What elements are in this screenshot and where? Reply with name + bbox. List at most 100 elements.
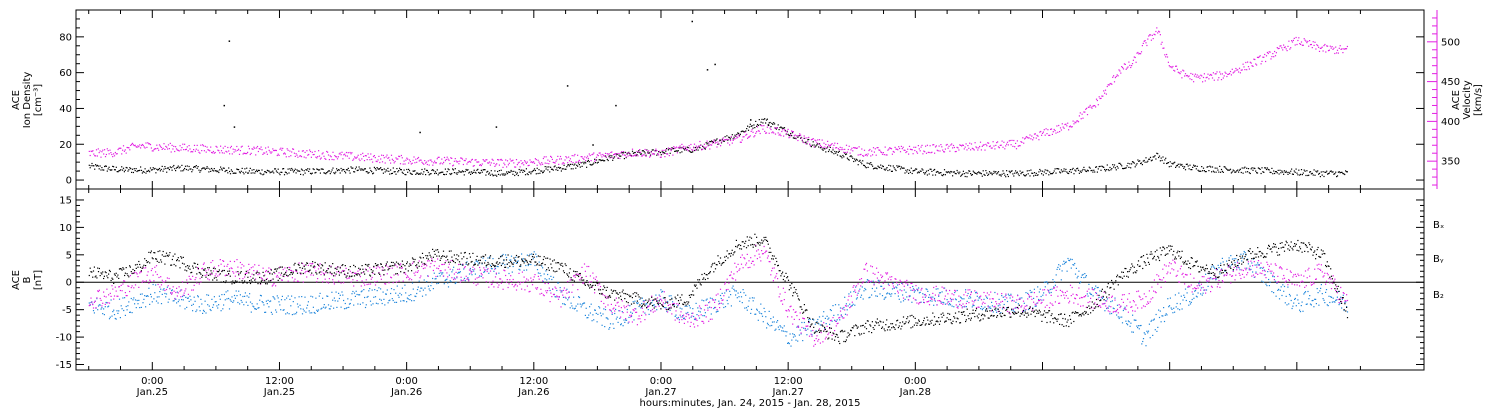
velocity-series-point [1188, 75, 1190, 77]
by-series-point [1131, 331, 1133, 333]
density-series-point [863, 165, 866, 167]
velocity-series-point [452, 164, 455, 166]
density-series-point [1227, 169, 1229, 171]
density-series-point [1274, 171, 1277, 173]
density-series-point [1063, 168, 1065, 170]
velocity-series-point [1345, 48, 1347, 50]
velocity-series-point [207, 149, 209, 151]
by-series-point [722, 303, 724, 305]
density-series-point [1255, 170, 1257, 172]
by-series-point [551, 278, 553, 281]
velocity-series-point [939, 150, 941, 152]
density-series-point [450, 173, 452, 176]
by-series-point [1015, 301, 1017, 303]
velocity-series-point [914, 149, 916, 152]
velocity-series-point [688, 145, 690, 147]
by-series-point [835, 320, 837, 322]
velocity-series-point [524, 161, 527, 163]
by-series-point [834, 319, 836, 321]
velocity-series-point [637, 155, 639, 157]
velocity-series-point [941, 146, 943, 148]
velocity-series-point [982, 144, 984, 146]
density-series-point [247, 172, 250, 174]
by-series-point [832, 305, 834, 307]
density-series-point [1048, 174, 1050, 176]
density-series-point [1266, 167, 1268, 169]
density-series-point [1251, 167, 1253, 169]
velocity-series-point [498, 164, 500, 166]
density-series-point [1146, 161, 1148, 163]
by-series-point [112, 311, 114, 313]
velocity-series-point [942, 149, 944, 151]
velocity-series-point [1284, 46, 1286, 48]
bz-series-point [520, 281, 522, 283]
by-series-point [592, 314, 594, 316]
velocity-series-point [881, 153, 884, 155]
velocity-series-point [901, 148, 903, 150]
by-series-point [1151, 319, 1153, 321]
density-series-point [1330, 170, 1332, 172]
velocity-series-point [1110, 82, 1112, 85]
velocity-series-point [924, 151, 926, 153]
by-series-point [233, 294, 236, 297]
velocity-series-point [1031, 135, 1033, 137]
velocity-series-point [1334, 52, 1336, 55]
velocity-series-point [1036, 134, 1038, 136]
bz-series-point [93, 301, 95, 303]
density-series-point [175, 167, 178, 169]
velocity-series-point [760, 124, 762, 126]
by-series-point [1145, 345, 1147, 347]
density-series-point [1053, 170, 1055, 172]
velocity-series-point [437, 156, 439, 158]
density-series-point [526, 173, 528, 175]
by-series-point [88, 302, 90, 304]
by-series-point [595, 312, 597, 314]
by-series-point [1295, 305, 1297, 307]
by-series-point [103, 308, 105, 310]
velocity-series-point [459, 160, 461, 162]
by-series-point [928, 294, 931, 296]
velocity-series-point [1068, 126, 1071, 128]
by-series-point [980, 305, 983, 308]
velocity-series-point [398, 155, 400, 157]
by-series-point [1159, 310, 1161, 312]
density-series-point [804, 141, 806, 144]
by-series-point [517, 260, 519, 262]
velocity-series-point [189, 148, 191, 150]
density-series-point [1129, 163, 1131, 165]
velocity-series-point [754, 135, 756, 137]
by-series-point [939, 292, 941, 294]
by-series-point [449, 280, 451, 282]
density-series-point [623, 158, 625, 160]
bz-series-point [395, 281, 398, 283]
by-series-point [439, 275, 441, 277]
by-series-point [868, 297, 870, 299]
density-series-point [729, 137, 731, 139]
bz-series-point [418, 260, 420, 262]
by-series-point [317, 310, 319, 312]
velocity-series-point [918, 148, 920, 150]
bz-series-point [463, 267, 466, 269]
density-series-point [786, 130, 788, 132]
by-series-point [409, 299, 411, 301]
velocity-series-point [628, 152, 630, 154]
velocity-series-point [118, 147, 120, 149]
velocity-series-point [434, 160, 436, 162]
by-series-point [896, 287, 898, 289]
bz-series-point [377, 266, 379, 268]
by-series-point [1118, 317, 1120, 320]
velocity-series-point [800, 137, 803, 139]
velocity-series-point [501, 159, 503, 161]
by-series-point [539, 272, 541, 274]
velocity-series-point [180, 149, 182, 151]
velocity-series-point [169, 142, 171, 144]
density-series-point [1112, 164, 1114, 166]
velocity-series-point [652, 153, 654, 155]
density-series-point [157, 169, 159, 171]
density-series-point [645, 154, 647, 156]
velocity-series-point [514, 166, 516, 168]
bz-series-point [181, 281, 184, 283]
density-series-point [360, 169, 362, 171]
by-series-point [1250, 268, 1252, 270]
velocity-series-point [458, 163, 460, 165]
